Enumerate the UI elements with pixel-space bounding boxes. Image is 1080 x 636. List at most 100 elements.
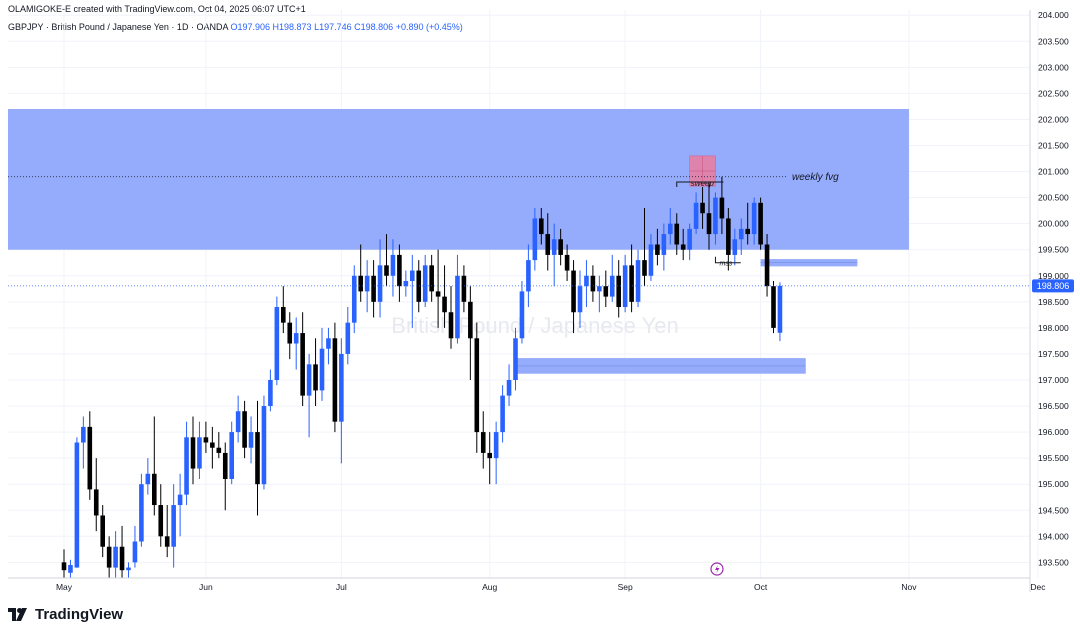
candle-body (738, 228, 744, 240)
candle (332, 322, 338, 433)
candle (609, 254, 615, 302)
candle (532, 208, 538, 271)
candle (551, 223, 557, 287)
candle-body (384, 265, 389, 276)
candle-body (635, 260, 641, 302)
candle-body (293, 333, 299, 344)
candle-body (764, 244, 770, 287)
candle-body (429, 265, 434, 292)
candle-body (674, 223, 680, 245)
events-icon[interactable] (710, 562, 724, 576)
candle-body (81, 426, 86, 443)
candle-body (216, 447, 222, 453)
candle (758, 197, 763, 250)
mss-line (714, 256, 741, 264)
candle-body (616, 275, 621, 308)
candle (384, 234, 389, 287)
price-tick-label: 197.500 (1038, 349, 1069, 359)
price-tick-label: 199.000 (1038, 271, 1069, 281)
candle (422, 254, 428, 308)
candle-body (210, 442, 215, 448)
time-axis[interactable]: May Jun Jul Aug Sep Oct Nov Dec (56, 582, 1046, 592)
candle-body (87, 426, 93, 490)
candle (506, 364, 512, 407)
candle-body (126, 567, 131, 571)
candle-body (119, 546, 125, 571)
candle-body (306, 364, 312, 396)
candle (300, 312, 305, 407)
time-tick-label: Dec (1030, 582, 1046, 592)
candle (210, 426, 215, 469)
price-tick-label: 199.500 (1038, 245, 1069, 255)
candle-body (493, 432, 499, 459)
sweep-label: sweep (691, 179, 715, 188)
candle (777, 282, 783, 342)
candle (539, 208, 544, 245)
candle (177, 473, 183, 537)
candle (113, 531, 118, 578)
candle (519, 280, 525, 344)
symbol-title: GBPJPY · British Pound / Japanese Yen · … (8, 22, 228, 32)
candle-body (164, 536, 170, 547)
price-tick-label: 201.500 (1038, 140, 1069, 150)
candle (397, 244, 402, 302)
ohlc-low: L197.746 (314, 22, 352, 32)
price-tick-label: 201.000 (1038, 167, 1069, 177)
candle-body (726, 218, 731, 255)
candle-body (506, 379, 512, 396)
candle (351, 265, 357, 334)
zones-layer (8, 109, 909, 374)
price-tick-label: 202.000 (1038, 114, 1069, 124)
candle (242, 400, 247, 459)
candle-body (448, 312, 454, 339)
candle-body (713, 197, 718, 235)
candle (429, 254, 434, 302)
candle (629, 244, 634, 313)
candle (255, 400, 260, 516)
candle (590, 265, 596, 302)
candle-body (132, 541, 138, 563)
time-tick-label: Aug (482, 582, 497, 592)
price-axis[interactable]: 193.500 194.000 194.500 195.000 195.500 196.0… (1038, 10, 1069, 567)
tradingview-logo[interactable]: TradingView (8, 606, 123, 623)
candle (345, 307, 351, 365)
symbol-legend[interactable]: GBPJPY · British Pound / Japanese Yen · … (8, 22, 463, 32)
candle-body (248, 432, 254, 448)
candle-body (539, 218, 544, 235)
candle (81, 416, 86, 469)
candle (74, 437, 80, 568)
candle (726, 208, 731, 271)
candle-body (571, 270, 576, 313)
time-tick-label: Jun (199, 582, 213, 592)
price-tick-label: 196.000 (1038, 427, 1069, 437)
candle-body (564, 254, 570, 271)
candle (293, 317, 299, 370)
candle (216, 432, 222, 459)
candle-body (235, 411, 241, 433)
price-chart[interactable]: British Pound / Japanese Yen weekly fvg … (0, 0, 1080, 600)
candle-body (410, 270, 415, 281)
candle (119, 525, 125, 578)
candle (687, 223, 692, 261)
candle-body (545, 234, 551, 255)
candle-body (468, 301, 473, 339)
candle (642, 208, 647, 287)
candle (616, 260, 621, 318)
candle (358, 244, 363, 302)
candle-body (351, 275, 357, 323)
candle-body (622, 265, 628, 308)
candle-body (687, 228, 692, 250)
candle (719, 176, 725, 235)
candle (513, 327, 518, 391)
lower-demand-zone (515, 358, 806, 374)
candle-body (693, 202, 699, 229)
time-tick-label: Jul (336, 582, 347, 592)
candle-body (758, 202, 763, 245)
candle-body (655, 244, 660, 255)
candle-body (668, 223, 673, 235)
candle-body (74, 442, 80, 568)
price-tick-label: 200.000 (1038, 219, 1069, 229)
price-tick-label: 193.500 (1038, 557, 1069, 567)
candle-body (171, 505, 176, 547)
price-tick-label: 204.000 (1038, 10, 1069, 20)
